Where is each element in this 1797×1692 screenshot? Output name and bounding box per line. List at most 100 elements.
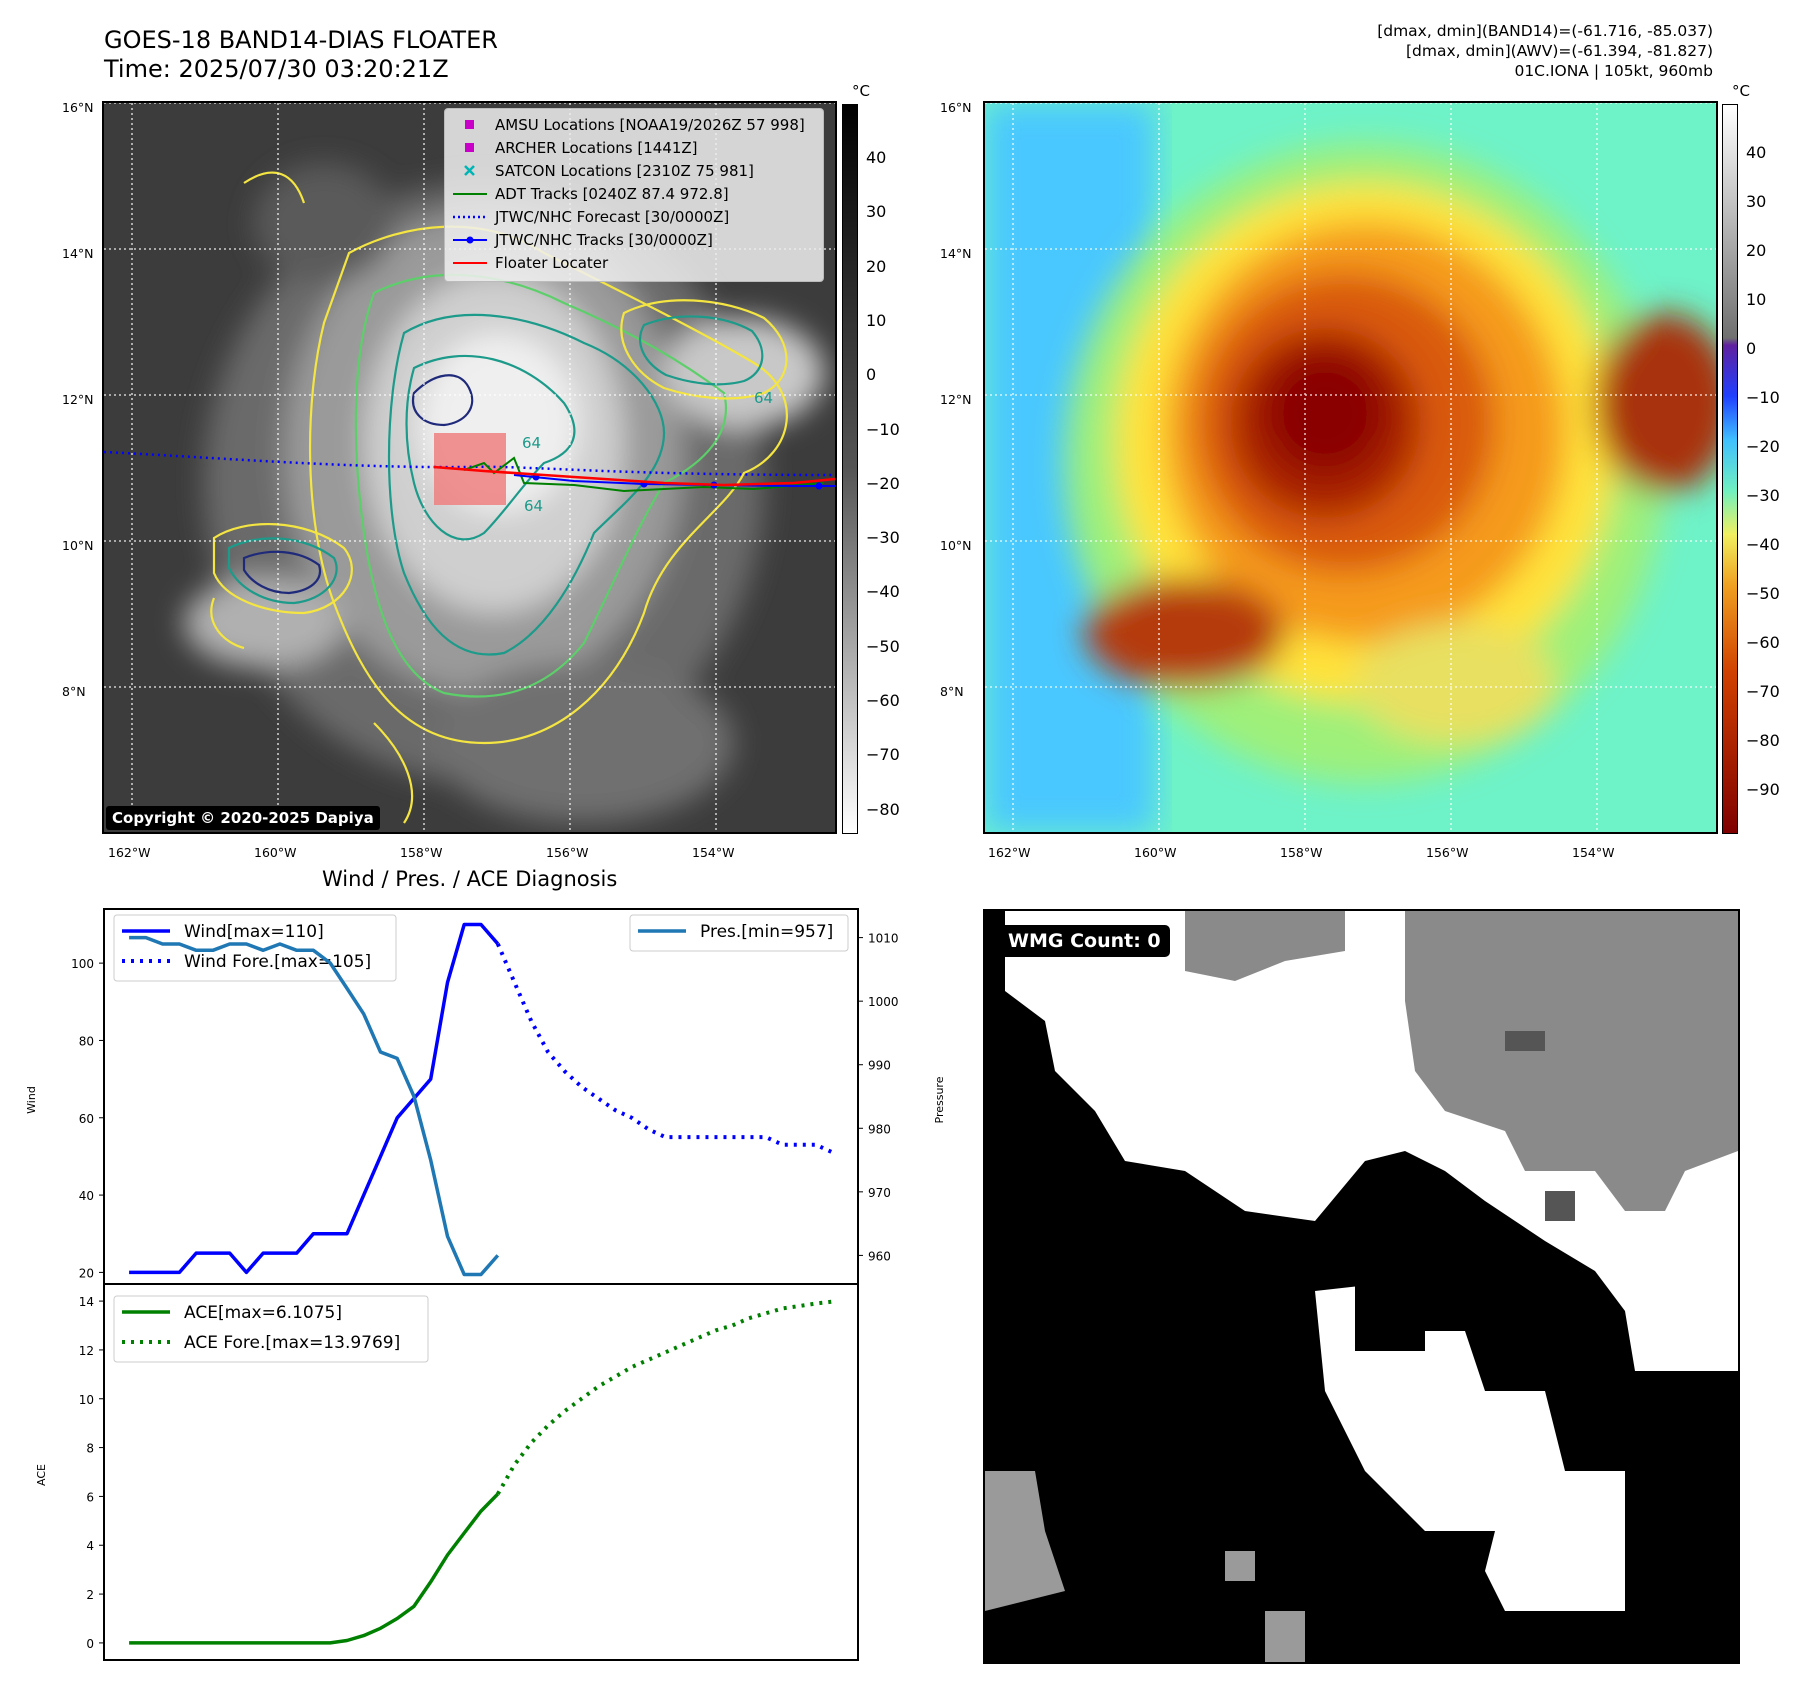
ace-tick-label: 4 (86, 1539, 94, 1553)
colorbar-tick-label: 20 (866, 256, 887, 276)
legend-swatch-icon (464, 165, 475, 176)
lat-label: 12°N (940, 392, 972, 407)
colorbar-tick-label: −80 (866, 799, 900, 819)
ace-tick-label: 2 (86, 1588, 94, 1602)
colorbar-tick-label: −60 (1746, 633, 1780, 652)
contour-label: 64 (524, 497, 543, 515)
diag-title: Wind / Pres. / ACE Diagnosis (322, 867, 618, 891)
colorbar-tick-label: 30 (866, 202, 887, 222)
legend-label: Floater Locater (495, 254, 609, 272)
diag-chart: 1008060402010101000990980970960141210864… (25, 908, 946, 1661)
lat-label: 14°N (62, 246, 94, 261)
colorbar-tick-label: 0 (866, 365, 877, 385)
legend-label: ACE[max=6.1075] (184, 1303, 342, 1323)
legend-swatch-icon (465, 120, 474, 129)
lon-label: 158°W (1280, 845, 1323, 860)
ace-tick-label: 14 (79, 1295, 94, 1309)
ace-legend: ACE[max=6.1075] ACE Fore.[max=13.9769] (113, 1295, 429, 1363)
pressure-tick-label: 970 (868, 1186, 891, 1200)
colorbar-tick-label: −40 (866, 582, 900, 602)
lat-label: 8°N (940, 684, 964, 699)
legend-frame (629, 914, 849, 952)
legend-swatch-icon (453, 215, 487, 219)
colorbar-tick-label: −20 (1746, 437, 1780, 456)
legend-item: ARCHER Locations [1441Z] (453, 138, 698, 158)
wind-tick-label: 100 (71, 957, 94, 971)
lon-label: 156°W (546, 845, 589, 860)
lat-label: 10°N (940, 538, 972, 553)
legend-label: ADT Tracks [0240Z 87.4 972.8] (495, 185, 729, 203)
ir-colorbar (842, 104, 858, 834)
ir-colorbar-unit: °C (852, 82, 870, 100)
lon-label: 154°W (692, 845, 735, 860)
copyright-badge: Copyright © 2020-2025 Dapiya (106, 806, 380, 830)
ir-map-panel: 64 64 64 AMSU Locations [NOAA19/2026Z 57… (102, 101, 837, 834)
legend-item: JTWC/NHC Forecast [30/0000Z] (453, 207, 729, 227)
pressure-tick-label: 1000 (868, 995, 899, 1009)
pressure-axis-label: Pressure (933, 1076, 946, 1123)
pressure-tick-label: 1010 (868, 932, 899, 946)
wind-axis-label: Wind (25, 1086, 38, 1114)
colorbar-tick-label: 40 (1746, 143, 1767, 162)
enhanced-colorbar-unit: °C (1732, 82, 1750, 100)
stats-line3: 01C.IONA | 105kt, 960mb (1514, 62, 1713, 80)
legend-label: Pres.[min=957] (700, 922, 833, 942)
legend-label: ARCHER Locations [1441Z] (495, 139, 698, 157)
lon-label: 160°W (1134, 845, 1177, 860)
legend-swatch-icon (453, 262, 487, 264)
pressure-tick-label: 980 (868, 1122, 891, 1136)
colorbar-tick-label: −90 (1746, 780, 1780, 799)
enhanced-colorbar (1722, 104, 1738, 834)
lat-label: 12°N (62, 392, 94, 407)
lat-label: 14°N (940, 246, 972, 261)
ace-axis-label: ACE (35, 1464, 48, 1486)
series-line-ace-forecast (496, 1299, 834, 1495)
colorbar-tick-label: −40 (1746, 535, 1780, 554)
contour-label: 64 (522, 434, 541, 452)
colorbar-tick-label: 30 (1746, 192, 1767, 211)
stats-line1: [dmax, dmin](BAND14)=(-61.716, -85.037) (1377, 22, 1713, 40)
colorbar-tick-label: −50 (866, 636, 900, 656)
pressure-legend: Pres.[min=957] (629, 914, 849, 952)
ace-tick-label: 10 (79, 1393, 94, 1407)
ace-tick-label: 12 (79, 1344, 94, 1358)
legend-item: ADT Tracks [0240Z 87.4 972.8] (453, 184, 729, 204)
legend-frame (113, 1295, 429, 1363)
legend-item: JTWC/NHC Tracks [30/0000Z] (453, 230, 713, 250)
lat-label: 16°N (62, 100, 94, 115)
legend-label: Wind[max=110] (184, 922, 324, 942)
wind-tick-label: 60 (79, 1112, 94, 1126)
colorbar-tick-label: −30 (1746, 486, 1780, 505)
legend-item: SATCON Locations [2310Z 75 981] (453, 161, 754, 181)
colorbar-tick-label: 0 (1746, 339, 1757, 358)
colorbar-tick-label: 40 (866, 148, 887, 167)
ace-axes (103, 1283, 859, 1661)
colorbar-tick-label: −80 (1746, 731, 1780, 750)
lon-label: 154°W (1572, 845, 1615, 860)
pressure-tick-label: 990 (868, 1059, 891, 1073)
lat-label: 10°N (62, 538, 94, 553)
map-legend: AMSU Locations [NOAA19/2026Z 57 998] ARCH… (444, 108, 824, 282)
wmg-panel: WMG Count: 0 (983, 909, 1740, 1664)
colorbar-tick-label: −70 (866, 745, 900, 765)
pressure-tick-label: 960 (868, 1249, 891, 1263)
colorbar-tick-label: −20 (866, 473, 900, 493)
ace-tick-label: 6 (86, 1490, 94, 1504)
legend-swatch-icon (453, 236, 487, 244)
legend-label: JTWC/NHC Tracks [30/0000Z] (495, 231, 713, 249)
colorbar-tick-label: 10 (866, 310, 887, 330)
colorbar-tick-label: −10 (1746, 388, 1780, 407)
legend-label: JTWC/NHC Forecast [30/0000Z] (495, 208, 730, 226)
series-line-ace (129, 1492, 500, 1645)
ace-tick-label: 0 (86, 1637, 94, 1651)
enhanced-ir-map-panel (983, 101, 1718, 834)
legend-item: Floater Locater (453, 253, 608, 273)
lat-label: 8°N (62, 684, 86, 699)
colorbar-tick-label: −30 (866, 528, 900, 548)
legend-label: SATCON Locations [2310Z 75 981] (495, 162, 754, 180)
series-line-pressure (129, 935, 500, 1277)
series-line-wind-forecast (495, 943, 834, 1155)
colorbar-tick-label: −60 (866, 691, 900, 710)
series-line-wind (129, 922, 500, 1275)
legend-swatch-icon (465, 143, 474, 152)
